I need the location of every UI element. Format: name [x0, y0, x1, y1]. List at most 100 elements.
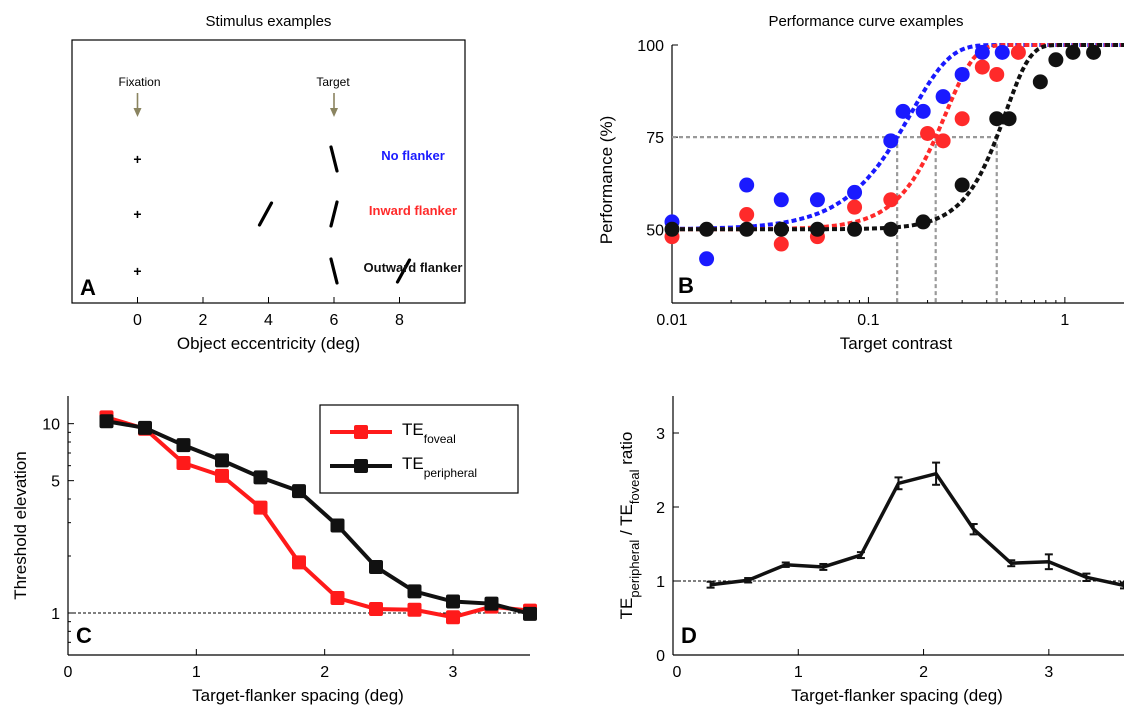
- condition-label: Outward flanker: [364, 260, 463, 275]
- legend-marker: [354, 425, 368, 439]
- panel-a-xtick-label: 0: [133, 312, 142, 329]
- panel-a-xtick-label: 8: [395, 312, 404, 329]
- panel-a-title: Stimulus examples: [206, 13, 332, 30]
- flanker-bar: [395, 258, 412, 284]
- data-point: [847, 221, 863, 237]
- panel-d-ylabel: TEperipheral / TEfoveal ratio: [617, 432, 642, 620]
- data-point: [773, 236, 789, 252]
- data-marker: [176, 455, 191, 470]
- data-point: [915, 214, 931, 230]
- condition-label: No flanker: [381, 148, 445, 163]
- panel-b-ylabel: Performance (%): [597, 116, 616, 244]
- data-point: [954, 177, 970, 193]
- panel-b-ytick-label: 100: [637, 38, 664, 55]
- data-marker: [176, 438, 191, 453]
- data-point: [699, 221, 715, 237]
- panel-c-xtick-label: 3: [449, 664, 458, 681]
- target-bar: [329, 145, 339, 173]
- panel-b-label: B: [678, 273, 694, 298]
- data-point: [954, 66, 970, 82]
- panel-d-ytick-label: 2: [656, 500, 665, 517]
- panel-c-ytick-label: 1: [51, 606, 60, 623]
- data-marker: [523, 606, 537, 621]
- data-point: [954, 111, 970, 127]
- data-point: [915, 103, 931, 119]
- fixation-cross: +: [133, 206, 141, 222]
- data-point: [1032, 74, 1048, 90]
- panel-c-ylabel: Threshold elevation: [11, 451, 30, 599]
- data-marker: [99, 414, 114, 429]
- data-point: [989, 66, 1005, 82]
- panel-d-xtick-label: 3: [1044, 664, 1053, 681]
- data-marker: [446, 594, 460, 609]
- panel-d-xlabel: Target-flanker spacing (deg): [791, 686, 1003, 705]
- data-marker: [330, 591, 345, 606]
- data-marker: [407, 584, 422, 599]
- target-bar: [329, 257, 339, 285]
- fixation-annotation: Fixation: [118, 75, 160, 89]
- data-point: [739, 207, 755, 223]
- data-point: [974, 44, 990, 60]
- data-marker: [292, 484, 306, 499]
- data-marker: [215, 468, 229, 483]
- data-point: [773, 221, 789, 237]
- flanker-bar: [257, 201, 274, 227]
- legend-label: TEperipheral: [402, 454, 477, 480]
- fixation-arrow-head: [133, 108, 142, 117]
- panel-c-legend: TEfoveal TEperipheral: [319, 404, 519, 494]
- panel-d-ytick-label: 0: [656, 648, 665, 665]
- data-marker: [407, 602, 422, 617]
- panel-b-ytick-label: 50: [646, 222, 664, 239]
- panel-b-ytick-label: 75: [646, 130, 664, 147]
- panel-b-performance-curves: Performance curve examples 50 75 100 0.01 0.1…: [597, 13, 1124, 353]
- data-point: [883, 221, 899, 237]
- legend-marker: [354, 459, 368, 473]
- data-point: [739, 177, 755, 193]
- data-marker: [138, 420, 152, 435]
- fixation-cross: +: [133, 151, 141, 167]
- data-point: [699, 251, 715, 267]
- target-arrow-head: [330, 108, 338, 117]
- panel-b-xtick-label: 0.1: [857, 312, 879, 329]
- data-point: [1086, 44, 1102, 60]
- data-point: [1048, 52, 1064, 68]
- panel-c-xlabel: Target-flanker spacing (deg): [192, 686, 404, 705]
- panel-d-xtick-label: 0: [673, 664, 682, 681]
- data-point: [883, 133, 899, 149]
- data-marker: [369, 601, 383, 616]
- data-point: [935, 133, 951, 149]
- data-point: [883, 192, 899, 208]
- panel-a-xtick-label: 2: [199, 312, 208, 329]
- data-point: [974, 59, 990, 75]
- data-marker: [253, 470, 268, 485]
- panel-c-ytick-label: 10: [42, 417, 60, 434]
- data-point: [994, 44, 1010, 60]
- panel-d-te-ratio: 0 1 2 3 0 1 2 3 Target-flanker spacing (deg) TEpe…: [617, 396, 1124, 705]
- panel-c-threshold-elevation: 1 5 10 0 1 2 3 Target-flanker spacing (deg) Thre…: [11, 396, 537, 705]
- legend-label: TEfoveal: [402, 420, 456, 446]
- data-point: [1010, 44, 1026, 60]
- data-point: [739, 221, 755, 237]
- panel-c-xtick-label: 1: [192, 664, 201, 681]
- panel-a-stimulus-examples: Stimulus examples 0 2 4 6 8 Object eccentricit…: [71, 13, 466, 353]
- panel-d-xtick-label: 1: [794, 664, 803, 681]
- panel-b-xtick-label: 1: [1060, 312, 1069, 329]
- target-annotation: Target: [316, 75, 350, 89]
- data-point: [920, 125, 936, 141]
- fixation-cross: +: [133, 263, 141, 279]
- ratio-line: [710, 471, 1124, 588]
- legend-box: [319, 404, 519, 494]
- data-point: [809, 192, 825, 208]
- panel-c-label: C: [76, 623, 92, 648]
- data-marker: [292, 555, 306, 570]
- data-point: [847, 199, 863, 215]
- data-point: [895, 103, 911, 119]
- condition-label: Inward flanker: [369, 203, 457, 218]
- panel-a-xtick-label: 6: [330, 312, 339, 329]
- panel-d-xtick-label: 2: [919, 664, 928, 681]
- panel-a-xtick-label: 4: [264, 312, 273, 329]
- data-point: [664, 221, 680, 237]
- data-marker: [253, 500, 268, 515]
- data-marker: [215, 453, 229, 468]
